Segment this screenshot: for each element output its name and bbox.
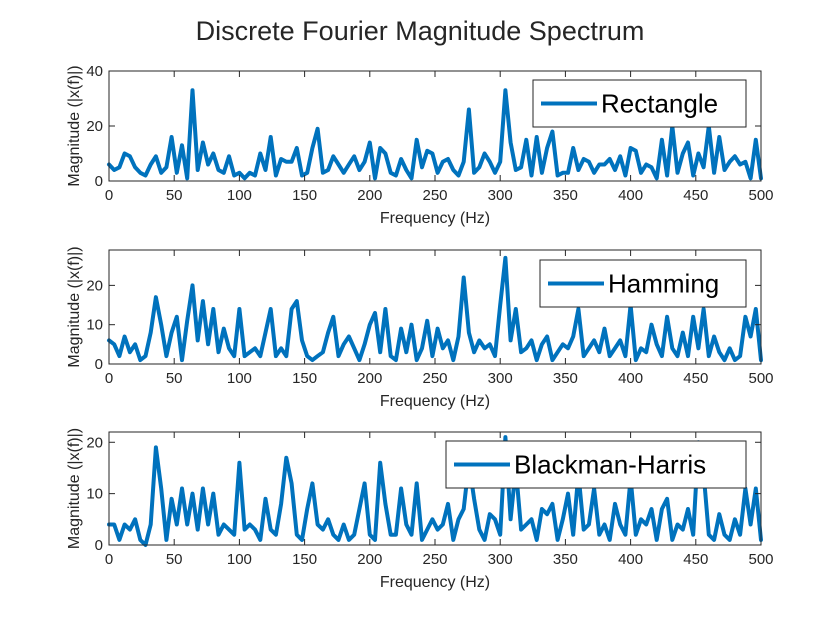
y-tick-label: 10 bbox=[86, 486, 103, 503]
x-tick-label: 0 bbox=[105, 187, 113, 204]
legend: Blackman-Harris bbox=[445, 440, 747, 489]
y-tick-label: 0 bbox=[95, 537, 103, 554]
subplot-2: 0 50 100 150 200 250 300 350 400 450 500 0 10 20 Frequ… bbox=[66, 246, 774, 410]
x-tick-label: 100 bbox=[227, 187, 252, 204]
y-tick-label: 40 bbox=[86, 63, 103, 80]
x-tick-label: 200 bbox=[357, 370, 382, 387]
legend: Hamming bbox=[539, 259, 747, 308]
x-tick-label: 50 bbox=[166, 551, 183, 568]
x-tick-label: 100 bbox=[227, 551, 252, 568]
x-tick-label: 200 bbox=[357, 551, 382, 568]
x-axis-label: Frequency (Hz) bbox=[380, 393, 490, 410]
x-tick-label: 300 bbox=[488, 187, 513, 204]
x-tick-label: 350 bbox=[553, 551, 578, 568]
x-tick-label: 450 bbox=[683, 551, 708, 568]
x-tick-label: 250 bbox=[422, 370, 447, 387]
x-tick-label: 300 bbox=[488, 551, 513, 568]
y-tick-label: 20 bbox=[86, 434, 103, 451]
legend: Rectangle bbox=[532, 79, 747, 128]
x-tick-label: 100 bbox=[227, 370, 252, 387]
x-tick-label: 450 bbox=[683, 187, 708, 204]
x-tick-label: 0 bbox=[105, 370, 113, 387]
x-tick-label: 350 bbox=[553, 370, 578, 387]
y-tick-label: 20 bbox=[86, 118, 103, 135]
legend-label: Hamming bbox=[608, 269, 719, 299]
x-tick-label: 400 bbox=[618, 551, 643, 568]
subplot-1: 0 50 100 150 200 250 300 350 400 450 500 0 20 40 Frequ… bbox=[66, 63, 774, 227]
y-tick-label: 10 bbox=[86, 317, 103, 334]
y-tick-label: 0 bbox=[95, 173, 103, 190]
x-tick-label: 0 bbox=[105, 551, 113, 568]
y-axis-label: Magnitude (|x(f)|) bbox=[66, 246, 83, 367]
x-tick-label: 500 bbox=[748, 187, 773, 204]
x-tick-label: 300 bbox=[488, 370, 513, 387]
series-line-blackman-harris bbox=[107, 435, 763, 547]
series-line-rectangle bbox=[107, 88, 763, 181]
x-tick-label: 250 bbox=[422, 187, 447, 204]
x-tick-label: 250 bbox=[422, 551, 447, 568]
x-tick-label: 400 bbox=[618, 187, 643, 204]
x-tick-label: 350 bbox=[553, 187, 578, 204]
y-tick-label: 0 bbox=[95, 356, 103, 373]
y-axis-label: Magnitude (|x(f)|) bbox=[66, 65, 83, 186]
x-tick-label: 150 bbox=[292, 551, 317, 568]
x-tick-label: 200 bbox=[357, 187, 382, 204]
x-axis-label: Frequency (Hz) bbox=[380, 574, 490, 591]
x-tick-label: 50 bbox=[166, 370, 183, 387]
x-tick-label: 150 bbox=[292, 370, 317, 387]
y-tick-label: 20 bbox=[86, 277, 103, 294]
x-tick-label: 400 bbox=[618, 370, 643, 387]
x-axis-label: Frequency (Hz) bbox=[380, 210, 490, 227]
x-tick-label: 500 bbox=[748, 551, 773, 568]
x-tick-label: 450 bbox=[683, 370, 708, 387]
subplot-3: 0 50 100 150 200 250 300 350 400 450 500 0 10 20 Frequ… bbox=[66, 428, 774, 591]
figure-title: Discrete Fourier Magnitude Spectrum bbox=[196, 16, 645, 46]
legend-label: Rectangle bbox=[601, 89, 718, 119]
x-tick-label: 150 bbox=[292, 187, 317, 204]
legend-label: Blackman-Harris bbox=[514, 450, 706, 480]
series-line-hamming bbox=[107, 255, 763, 363]
x-tick-label: 50 bbox=[166, 187, 183, 204]
y-axis-label: Magnitude (|x(f)|) bbox=[66, 428, 83, 549]
x-tick-label: 500 bbox=[748, 370, 773, 387]
